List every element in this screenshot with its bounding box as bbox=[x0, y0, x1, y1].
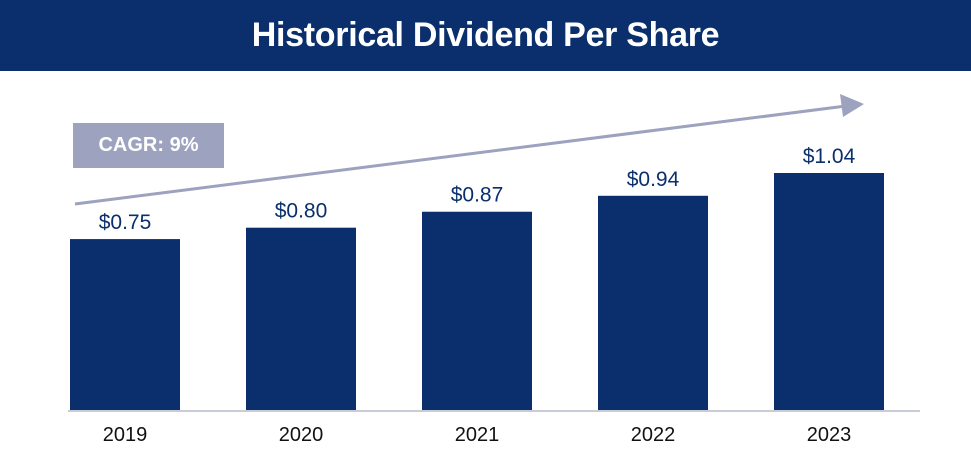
x-tick-label-2022: 2022 bbox=[631, 424, 676, 446]
bar-2020 bbox=[246, 227, 356, 410]
trend-arrow-head-icon bbox=[840, 94, 864, 117]
bar-2023 bbox=[774, 173, 884, 410]
x-tick-label-2023: 2023 bbox=[807, 424, 852, 446]
cagr-badge: CAGR: 9% bbox=[73, 123, 224, 168]
x-tick-label-2021: 2021 bbox=[455, 424, 500, 446]
value-label-2019: $0.75 bbox=[99, 211, 152, 234]
trend-arrow-line bbox=[74, 104, 847, 206]
value-label-2023: $1.04 bbox=[803, 145, 856, 168]
value-label-2020: $0.80 bbox=[275, 200, 328, 223]
bar-2021 bbox=[422, 211, 532, 410]
x-tick-label-2020: 2020 bbox=[279, 424, 324, 446]
bar-2022 bbox=[598, 195, 708, 410]
value-label-2022: $0.94 bbox=[627, 168, 680, 191]
page-title: Historical Dividend Per Share bbox=[251, 16, 720, 54]
header-bar: Historical Dividend Per Share bbox=[0, 0, 971, 71]
bar-2019 bbox=[70, 239, 180, 410]
x-tick-label-2019: 2019 bbox=[103, 424, 148, 446]
cagr-label: CAGR: 9% bbox=[98, 134, 199, 156]
value-label-2021: $0.87 bbox=[451, 184, 504, 207]
